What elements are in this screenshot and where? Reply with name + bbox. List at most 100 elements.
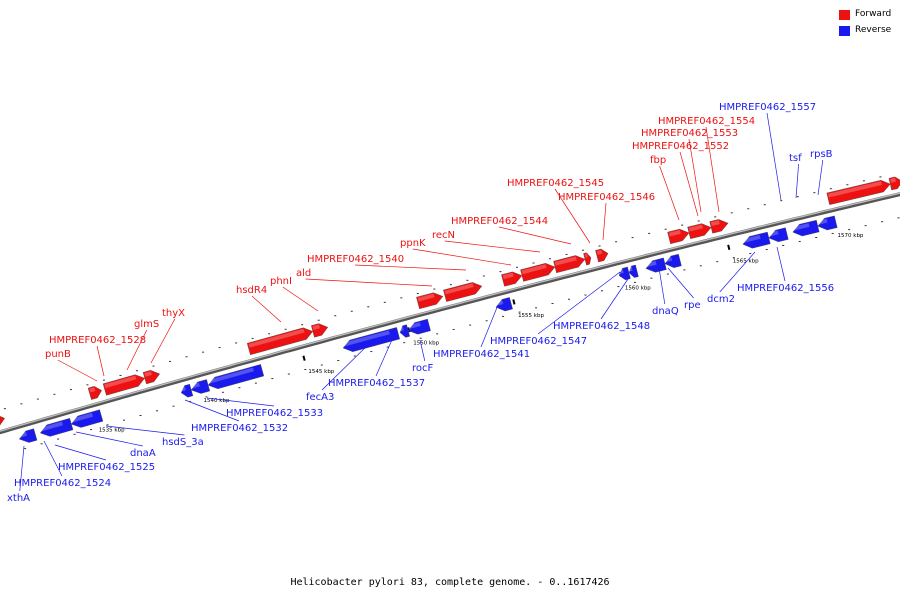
gene-highlight	[417, 293, 435, 302]
gene-leader-line	[19, 445, 25, 492]
gene-highlight	[407, 322, 421, 330]
gene-highlight	[890, 177, 896, 183]
gene-forward	[501, 271, 523, 287]
tick-mark-upper	[747, 208, 750, 210]
tick-mark-upper	[449, 284, 452, 286]
gene-highlight	[688, 224, 703, 232]
tick-mark-lower	[304, 369, 307, 371]
tick-mark-upper	[697, 220, 700, 222]
tick-mark-lower	[815, 236, 818, 238]
tick-mark-lower	[123, 419, 126, 421]
tick-mark-lower	[798, 240, 801, 242]
scale-label: 1570 kbp	[838, 233, 864, 239]
gene-reverse	[342, 327, 400, 352]
gene-leader-line	[658, 267, 666, 305]
tick-mark-lower	[337, 359, 340, 361]
gene-label: HMPREF0462_1556	[737, 283, 834, 294]
gene-highlight	[768, 230, 779, 237]
tick-mark-lower	[732, 257, 735, 259]
gene-reverse	[792, 219, 820, 237]
tick-mark-lower	[139, 414, 142, 416]
gene-highlight	[248, 328, 305, 348]
tick-mark-lower	[40, 443, 43, 445]
gene-leader-line	[537, 271, 621, 335]
gene-highlight	[596, 249, 603, 255]
gene-label: HMPREF0462_1537	[328, 378, 425, 389]
gene-forward	[246, 327, 314, 356]
tick-mark-upper	[796, 196, 799, 198]
tick-mark-upper	[499, 271, 502, 273]
gene-forward	[443, 282, 483, 302]
tick-mark-lower	[584, 294, 587, 296]
gene-highlight	[70, 412, 93, 423]
tick-mark-lower	[699, 265, 702, 267]
gene-reverse	[39, 418, 74, 437]
gene-label: ppnK	[400, 238, 426, 249]
gene-forward	[102, 374, 146, 396]
tick-mark-lower	[749, 253, 752, 255]
gene-label: dnaQ	[652, 306, 679, 317]
gene-leader-line	[321, 339, 374, 391]
gene-highlight	[39, 421, 63, 432]
gene-label: phnI	[270, 276, 292, 287]
tick-mark-lower	[205, 396, 208, 398]
tick-mark-upper	[714, 216, 717, 218]
gene-label: HMPREF0462_1524	[14, 478, 111, 489]
tick-mark-lower	[403, 342, 406, 344]
gene-leader-line	[688, 138, 702, 213]
tick-mark-upper	[69, 389, 72, 391]
tick-mark-lower	[436, 333, 439, 335]
gene-label: HMPREF0462_1557	[719, 102, 816, 113]
gene-forward	[142, 370, 161, 385]
gene-label: fecA3	[306, 392, 334, 403]
gene-highlight	[521, 264, 547, 275]
gene-highlight	[144, 371, 152, 377]
tick-mark-lower	[617, 286, 620, 288]
tick-mark-upper	[119, 374, 122, 376]
gene-label: HMPREF0462_1540	[307, 254, 404, 265]
tick-mark-upper	[185, 356, 188, 358]
gene-label: fbp	[650, 155, 666, 166]
gene-label: HMPREF0462_1545	[507, 178, 604, 189]
gene-reverse	[742, 231, 771, 249]
tick-mark-lower	[650, 277, 653, 279]
tick-mark-upper	[268, 333, 271, 335]
gene-label: dnaA	[130, 448, 156, 459]
legend-forward-swatch	[839, 10, 850, 20]
gene-reverse	[645, 257, 667, 273]
gene-highlight	[89, 387, 96, 393]
gene-forward	[709, 219, 729, 234]
tick-mark-upper	[53, 393, 56, 395]
tick-mark-upper	[152, 365, 155, 367]
scale-label: 1550 kbp	[413, 341, 439, 347]
tick-mark-lower	[419, 337, 422, 339]
tick-mark-upper	[482, 275, 485, 277]
gene-label: HMPREF0462_1553	[641, 128, 738, 139]
scale-label: 1535 kbp	[99, 428, 125, 434]
tick-mark-lower	[666, 273, 669, 275]
gene-leader-line	[354, 264, 467, 271]
tick-mark-lower	[90, 429, 93, 431]
tick-mark-lower	[535, 307, 538, 309]
tick-mark-upper	[466, 279, 469, 281]
legend-forward-label: Forward	[855, 9, 892, 19]
tick-mark-lower	[287, 373, 290, 375]
gene-label: HMPREF0462_1525	[58, 462, 155, 473]
gene-leader-line	[126, 329, 148, 371]
tick-mark-lower	[485, 320, 488, 322]
gene-highlight	[502, 272, 514, 280]
gene-reverse	[817, 215, 838, 231]
tick-mark-upper	[202, 351, 205, 353]
tick-mark-upper	[350, 310, 353, 312]
gene-label: hsdR4	[236, 285, 267, 296]
gene-leader-line	[419, 339, 426, 362]
gene-label: rpsB	[810, 149, 833, 160]
tick-mark-upper	[730, 212, 733, 214]
tick-mark-upper	[383, 301, 386, 303]
gene-leader-line	[498, 226, 572, 245]
scale-label: 1560 kbp	[625, 285, 651, 291]
gene-leader-line	[602, 202, 607, 241]
tick-mark-upper	[532, 262, 535, 264]
scale-label: 1540 kbp	[204, 398, 230, 404]
tick-mark-lower	[600, 290, 603, 292]
